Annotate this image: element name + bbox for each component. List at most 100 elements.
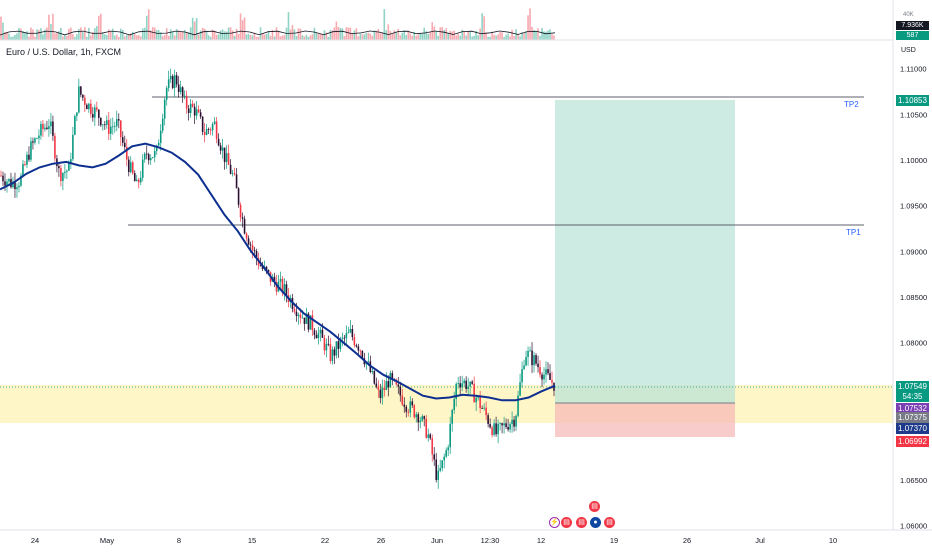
volume-bar bbox=[263, 34, 266, 40]
time-axis-label: Jun bbox=[431, 536, 443, 545]
volume-bar bbox=[497, 34, 499, 40]
volume-bar bbox=[102, 33, 104, 40]
volume-bar bbox=[167, 35, 170, 40]
volume-bar bbox=[277, 31, 280, 40]
volume-bar bbox=[553, 35, 555, 40]
candle-body bbox=[60, 168, 62, 182]
volume-bar bbox=[219, 30, 222, 40]
candle-body bbox=[357, 346, 360, 351]
candle-body bbox=[251, 245, 254, 251]
candle-body bbox=[145, 153, 148, 155]
volume-bar bbox=[269, 35, 272, 40]
volume-bar bbox=[30, 27, 32, 40]
volume-bar bbox=[84, 27, 86, 40]
candle-body bbox=[225, 153, 228, 163]
volume-bar bbox=[407, 30, 410, 40]
stop-zone[interactable] bbox=[555, 403, 735, 437]
candles bbox=[0, 68, 555, 489]
candle-body bbox=[125, 147, 128, 160]
volume-bar bbox=[527, 15, 529, 41]
candle-body bbox=[233, 173, 236, 175]
candle-body bbox=[443, 456, 445, 461]
volume-bar bbox=[485, 32, 487, 40]
candle-body bbox=[0, 175, 2, 177]
volume-bar bbox=[349, 27, 352, 40]
time-axis-label: 19 bbox=[610, 536, 618, 545]
candle-body bbox=[323, 337, 326, 351]
candle-body bbox=[205, 128, 208, 135]
candle-body bbox=[417, 414, 420, 423]
volume-bar bbox=[104, 34, 106, 40]
candle-body bbox=[52, 121, 54, 136]
volume-bar bbox=[42, 34, 44, 40]
volume-bar bbox=[6, 31, 8, 40]
volume-bar bbox=[371, 35, 374, 40]
volume-pane bbox=[0, 8, 556, 41]
symbol-title[interactable]: Euro / U.S. Dollar, 1h, FXCM bbox=[6, 47, 122, 57]
candle-body bbox=[26, 154, 28, 165]
volume-bar bbox=[34, 36, 36, 40]
volume-bar bbox=[14, 34, 16, 40]
volume-bar bbox=[233, 35, 236, 40]
price-axis[interactable]: 1.11000 1.10500 1.10000 1.09500 1.09000 1.085… bbox=[900, 65, 927, 531]
volume-bar bbox=[281, 35, 284, 40]
volume-bar bbox=[391, 33, 394, 40]
candle-body bbox=[405, 406, 408, 412]
time-axis[interactable]: 24 May 8 15 22 26 Jun 12:30 12 19 26 Jul 10 bbox=[31, 536, 837, 545]
flag-us-event-icon[interactable]: ▤ bbox=[589, 501, 600, 512]
candle-body bbox=[547, 369, 549, 374]
volume-bar bbox=[179, 32, 182, 40]
lightning-event-icon[interactable]: ⚡ bbox=[549, 517, 560, 528]
candle-body bbox=[541, 374, 543, 380]
candle-body bbox=[303, 317, 306, 324]
volume-bar bbox=[52, 13, 54, 40]
volume-bar bbox=[133, 34, 136, 40]
flag-us-event-icon[interactable]: ▤ bbox=[576, 517, 587, 528]
target-zone[interactable] bbox=[555, 100, 735, 403]
volume-bar bbox=[429, 32, 432, 40]
candle-body bbox=[181, 87, 184, 97]
time-axis-label: 12:30 bbox=[481, 536, 500, 545]
candle-body bbox=[421, 416, 424, 421]
flag-eu-event-icon[interactable]: ● bbox=[590, 517, 601, 528]
volume-bar bbox=[433, 26, 436, 40]
candle-body bbox=[433, 454, 436, 460]
volume-bar bbox=[129, 33, 132, 40]
candle-body bbox=[297, 314, 300, 317]
candle-body bbox=[515, 415, 517, 427]
volume-bar bbox=[183, 29, 186, 40]
stop-price-tag: 1.06992 bbox=[896, 436, 929, 447]
volume-bar bbox=[519, 36, 521, 40]
flag-us-event-icon[interactable]: ▤ bbox=[561, 517, 572, 528]
candle-body bbox=[351, 329, 354, 338]
candle-body bbox=[195, 109, 198, 116]
volume-bar bbox=[405, 34, 408, 40]
candle-body bbox=[487, 415, 489, 425]
volume-bar bbox=[98, 15, 100, 40]
candle-body bbox=[495, 423, 497, 435]
volume-bar bbox=[541, 27, 543, 40]
volume-bar bbox=[177, 30, 180, 40]
candle-body bbox=[481, 408, 483, 409]
volume-bar bbox=[475, 30, 477, 40]
ma-price-tag: 1.07532 bbox=[896, 403, 929, 414]
tp2-label: TP2 bbox=[844, 100, 859, 109]
volume-bar bbox=[333, 27, 336, 40]
candle-body bbox=[102, 124, 104, 126]
flag-us-event-icon[interactable]: ▤ bbox=[604, 517, 615, 528]
volume-bar bbox=[459, 35, 461, 40]
price-axis-label: 1.06500 bbox=[900, 476, 927, 485]
volume-bar bbox=[529, 8, 531, 40]
volume-bar bbox=[48, 14, 50, 40]
candle-body bbox=[255, 251, 258, 259]
candle-body bbox=[415, 414, 418, 418]
volume-bar bbox=[273, 36, 276, 40]
volume-bar bbox=[423, 27, 426, 40]
candle-body bbox=[335, 341, 338, 356]
volume-bar bbox=[38, 30, 40, 40]
candle-body bbox=[84, 97, 86, 105]
time-axis-label: 26 bbox=[377, 536, 385, 545]
candle-body bbox=[371, 370, 374, 373]
